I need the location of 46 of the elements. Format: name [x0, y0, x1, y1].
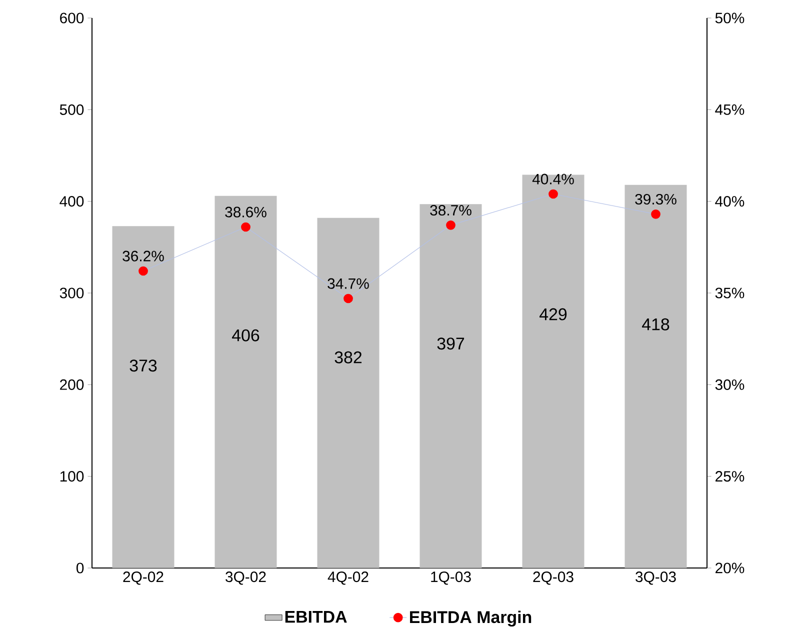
- y2-tick-label: 45%: [715, 104, 744, 115]
- y2-tick-label: 50%: [715, 12, 744, 24]
- bar: [214, 196, 277, 568]
- bar: [522, 174, 584, 568]
- point: [344, 294, 353, 304]
- bar: [112, 226, 174, 568]
- point: [651, 209, 660, 219]
- data-label: 38.7%: [430, 204, 472, 216]
- y2-tick-label: 30%: [715, 379, 744, 390]
- bar: [317, 218, 380, 568]
- legend-label: EBITDA Margin: [410, 610, 532, 627]
- legend-label: EBITDA: [285, 610, 347, 623]
- data-label: 429: [540, 308, 567, 320]
- point: [446, 220, 456, 230]
- bar: [624, 184, 687, 568]
- y-tick-label: 500: [60, 104, 84, 115]
- x-tick-label: 4Q-02: [328, 572, 368, 585]
- x-tick-label: 2Q-03: [533, 572, 574, 585]
- point: [241, 222, 250, 232]
- data-label: 34.7%: [328, 278, 369, 289]
- y-tick-label: 400: [60, 196, 84, 207]
- data-label: 418: [642, 318, 670, 330]
- data-label: 40.4%: [532, 174, 574, 184]
- data-label: 382: [334, 351, 362, 364]
- x-tick-label: 1Q-03: [431, 572, 471, 585]
- y-tick-label: 200: [60, 379, 84, 390]
- y2-tick-label: 40%: [715, 196, 744, 207]
- y-tick-label: 0: [76, 562, 84, 574]
- x-tick-label: 3Q-03: [636, 572, 676, 585]
- data-label: 373: [130, 360, 157, 372]
- x-tick-label: 3Q-02: [226, 572, 266, 585]
- data-label: 39.3%: [635, 194, 676, 205]
- bar: [420, 204, 482, 568]
- y2-tick-label: 25%: [716, 471, 744, 482]
- data-label: 397: [437, 338, 464, 350]
- data-label: 36.2%: [122, 250, 164, 262]
- point: [138, 266, 148, 276]
- x-tick-label: 2Q-02: [123, 572, 164, 585]
- y-tick-label: 600: [60, 12, 84, 24]
- y2-tick-label: 20%: [716, 562, 744, 574]
- y-tick-label: 100: [60, 471, 84, 482]
- data-label: 406: [232, 329, 260, 342]
- data-label: 38.6%: [225, 206, 266, 218]
- point: [548, 189, 558, 199]
- y2-tick-label: 35%: [715, 288, 744, 298]
- y-tick-label: 300: [60, 288, 84, 298]
